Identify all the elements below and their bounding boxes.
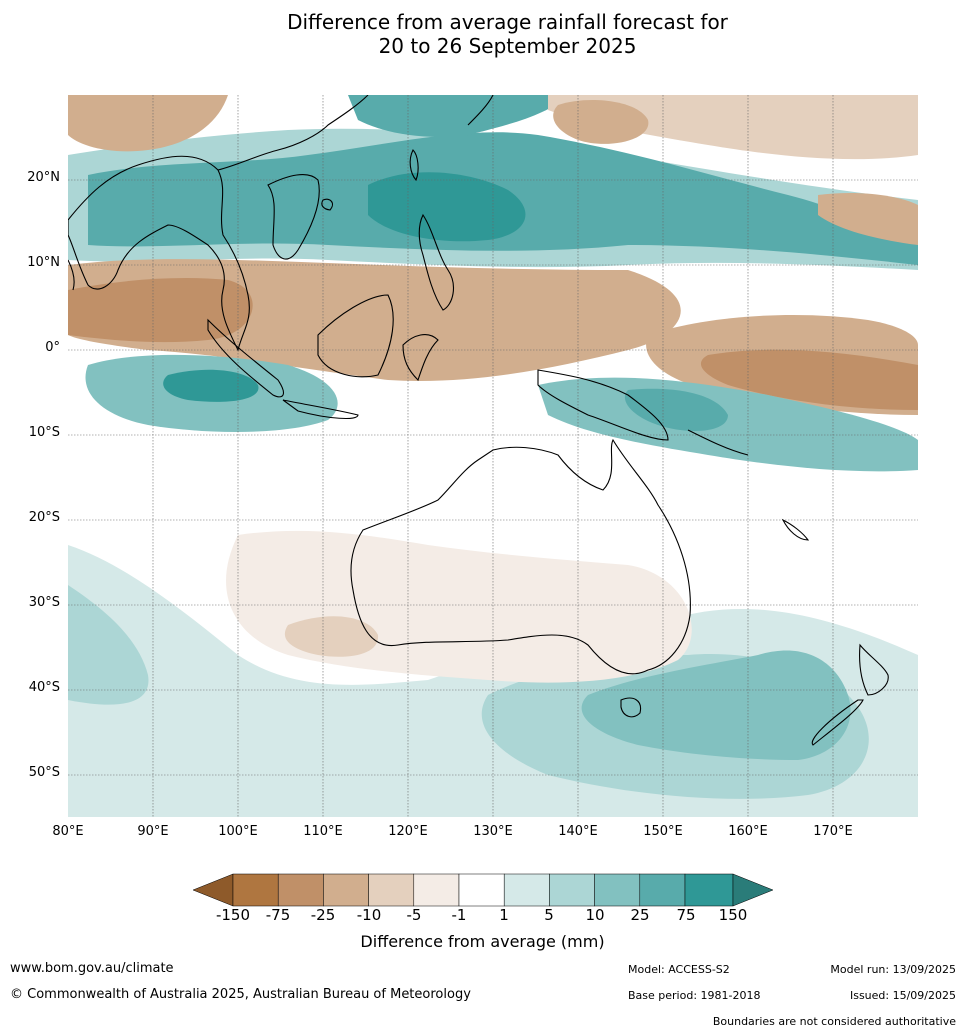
coastline-asia-mainland — [68, 155, 250, 352]
coastline-indochina-coast — [217, 95, 369, 171]
coastline-sulawesi — [402, 334, 439, 382]
lat-label-20s: 20°S — [28, 510, 60, 525]
footer-base-period: Base period: 1981-2018 — [628, 989, 761, 1002]
lat-label-30s: 30°S — [28, 595, 60, 610]
coastline-new-caledonia — [781, 518, 810, 541]
coastline-new-zealand-north — [859, 643, 889, 696]
lon-label-80e: 80°E — [52, 824, 84, 839]
coastline-new-guinea — [537, 369, 669, 441]
footer-disclaimer: Boundaries are not considered authoritat… — [712, 1015, 956, 1028]
anomaly-region-central-pacific-dry-core — [700, 349, 918, 410]
coastline-java — [282, 399, 359, 419]
lon-label-100e: 100°E — [218, 824, 258, 839]
lat-label-equator: 0° — [45, 340, 60, 355]
lat-label-50s: 50°S — [28, 765, 60, 780]
coastline-philippines — [418, 213, 454, 311]
footer-issued: Issued: 15/09/2025 — [849, 989, 956, 1002]
anomaly-region-upper-teal — [348, 95, 568, 137]
anomaly-region-china-dry — [68, 95, 228, 152]
colorbar-min-extension — [193, 873, 234, 907]
anomaly-region-east-dry — [818, 193, 918, 245]
coastline-sri-lanka — [68, 259, 75, 291]
lon-label-130e: 130°E — [473, 824, 513, 839]
coastline-japan — [467, 95, 494, 126]
lat-label-10n: 10°N — [27, 255, 60, 270]
title-line-1: Difference from average rainfall forecas… — [287, 10, 728, 34]
anomaly-region-nw-pacific-dry-core — [553, 100, 649, 144]
colorbar-bin-neg5-neg1 — [413, 873, 460, 907]
colorbar-bin-neg10-neg5 — [368, 873, 415, 907]
coastline-new-zealand-south — [811, 699, 864, 746]
coastline-hainan — [321, 198, 333, 211]
footer-copyright: © Commonwealth of Australia 2025, Austra… — [10, 987, 471, 1002]
colorbar-tick-75: 75 — [676, 906, 696, 924]
coastline-taiwan — [409, 149, 419, 182]
lat-label-20n: 20°N — [27, 170, 60, 185]
lon-label-160e: 160°E — [728, 824, 768, 839]
coastline-indochina — [267, 174, 320, 260]
coastline-australia — [350, 438, 691, 675]
colorbar-tick-neg5: -5 — [406, 906, 422, 924]
colorbar-tick-neg25: -25 — [310, 906, 336, 924]
colorbar-bin-neg150-neg75 — [232, 873, 279, 907]
lon-label-110e: 110°E — [303, 824, 343, 839]
colorbar-tick-5: 5 — [544, 906, 554, 924]
colorbar-tick-neg10: -10 — [356, 906, 382, 924]
anomaly-region-south-indian-wet-core — [163, 369, 259, 402]
title-line-2: 20 to 26 September 2025 — [378, 34, 637, 58]
footer-website: www.bom.gov.au/climate — [10, 961, 174, 976]
lat-label-10s: 10°S — [28, 425, 60, 440]
coastline-tasmania — [620, 697, 642, 718]
footer-model-run: Model run: 13/09/2025 — [830, 963, 956, 976]
coastline-borneo — [317, 294, 394, 378]
anomaly-region-nw-pacific-dry — [548, 95, 918, 160]
colorbar-bin-5-10 — [549, 873, 595, 907]
anomaly-region-philippine-sea — [368, 172, 526, 242]
colorbar-bin-1-5 — [503, 873, 550, 907]
anomaly-region-west-indian — [68, 585, 149, 705]
coastline-solomon-islands — [687, 429, 749, 456]
lon-label-150e: 150°E — [643, 824, 683, 839]
colorbar-tick-neg150: -150 — [215, 906, 251, 924]
anomaly-region-sw-australia-dry — [284, 616, 379, 657]
coastline-sumatra — [207, 318, 284, 398]
colorbar-bin-75-150 — [684, 873, 734, 907]
colorbar-tick-10: 10 — [585, 906, 605, 924]
colorbar-label: Difference from average (mm) — [360, 932, 605, 951]
colorbar-tick-25: 25 — [630, 906, 650, 924]
colorbar-tick-1: 1 — [499, 906, 509, 924]
rainfall-anomaly-map — [68, 95, 918, 817]
colorbar — [193, 873, 774, 907]
colorbar-tick-neg75: -75 — [265, 906, 291, 924]
lon-label-120e: 120°E — [388, 824, 428, 839]
colorbar-tick-neg1: -1 — [451, 906, 467, 924]
colorbar-bin-25-75 — [639, 873, 686, 907]
coastlines — [68, 95, 889, 746]
lon-label-140e: 140°E — [558, 824, 598, 839]
graticule — [68, 95, 918, 817]
colorbar-bin-10-25 — [594, 873, 641, 907]
lon-label-90e: 90°E — [137, 824, 169, 839]
colorbar-bin-neg75-neg25 — [277, 873, 324, 907]
colorbar-bin-neg1-1 — [458, 873, 505, 907]
colorbar-max-extension — [732, 873, 774, 907]
map-title: Difference from average rainfall forecas… — [0, 10, 965, 58]
lon-label-170e: 170°E — [813, 824, 853, 839]
lat-label-40s: 40°S — [28, 680, 60, 695]
colorbar-tick-150: 150 — [718, 906, 748, 924]
anomaly-region-equatorial-dry-core — [68, 278, 253, 343]
anomaly-region-tasman — [581, 650, 851, 760]
footer-model: Model: ACCESS-S2 — [628, 963, 730, 976]
colorbar-bin-neg25-neg10 — [323, 873, 369, 907]
anomaly-region-coral-sea-wet-core — [624, 388, 728, 431]
